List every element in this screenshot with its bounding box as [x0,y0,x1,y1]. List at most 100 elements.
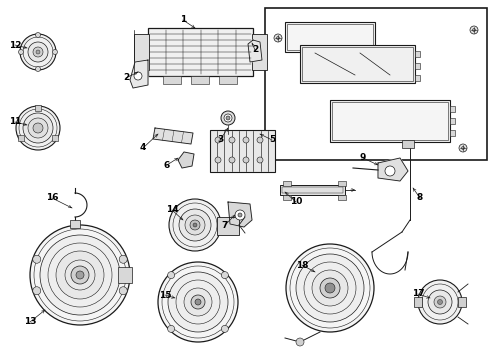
Circle shape [295,254,363,322]
Bar [70,220,80,228]
Polygon shape [178,152,194,168]
Bar [209,130,274,172]
Bar [449,106,454,112]
Text: 11: 11 [9,117,21,126]
Circle shape [433,296,445,308]
Polygon shape [227,202,251,227]
Bar [148,28,252,76]
Circle shape [257,157,263,163]
Polygon shape [247,40,262,62]
Bar [283,195,290,200]
Circle shape [36,67,41,72]
Bar [337,195,346,200]
Circle shape [119,255,127,263]
Circle shape [235,210,244,220]
Circle shape [469,26,477,34]
Text: 17: 17 [411,289,424,298]
Circle shape [276,37,279,39]
Circle shape [311,270,347,306]
Circle shape [384,166,394,176]
Bar [331,102,447,140]
Circle shape [56,251,104,299]
Circle shape [23,113,53,143]
Circle shape [134,72,142,80]
Circle shape [193,223,197,227]
Bar [414,75,419,81]
Circle shape [215,157,221,163]
Circle shape [417,280,461,324]
Text: 16: 16 [46,194,58,202]
Bar [283,181,290,186]
Bar [286,24,372,50]
Bar [118,267,132,283]
Bar [414,51,419,57]
Bar [329,100,449,142]
Bar [449,118,454,124]
Circle shape [243,157,248,163]
Circle shape [33,287,41,295]
Circle shape [76,271,84,279]
Text: 10: 10 [289,198,302,207]
Circle shape [471,28,474,31]
Bar [302,47,412,81]
Bar [134,34,149,70]
Circle shape [458,144,466,152]
Circle shape [215,137,221,143]
Circle shape [52,49,58,54]
Text: 2: 2 [251,45,258,54]
Text: 14: 14 [165,206,178,215]
Bar [251,34,266,70]
Circle shape [168,272,227,332]
Bar [337,181,346,186]
Text: 18: 18 [295,261,307,270]
Circle shape [427,290,451,314]
Circle shape [228,157,235,163]
Circle shape [33,255,41,263]
Circle shape [195,299,201,305]
Bar [191,76,208,84]
Bar [219,76,237,84]
Bar [285,22,374,52]
Circle shape [273,34,282,42]
Bar [18,135,23,141]
Circle shape [33,47,43,57]
Text: 6: 6 [163,161,170,170]
Bar [449,130,454,136]
Circle shape [167,325,174,332]
Bar [401,140,413,148]
Circle shape [36,32,41,37]
Text: 2: 2 [122,73,129,82]
Bar [264,8,486,160]
Circle shape [224,114,231,122]
Circle shape [225,116,229,120]
Circle shape [325,283,334,293]
Text: 12: 12 [9,40,21,49]
Circle shape [295,338,304,346]
Bar [52,135,58,141]
Polygon shape [153,128,193,144]
Circle shape [28,118,48,138]
Circle shape [30,225,130,325]
Text: 9: 9 [359,153,366,162]
Circle shape [257,137,263,143]
Circle shape [437,300,442,305]
Circle shape [191,295,204,309]
Circle shape [158,262,238,342]
Text: 5: 5 [268,135,275,144]
Circle shape [221,111,235,125]
Circle shape [28,42,48,62]
Bar [457,297,465,307]
Circle shape [71,266,89,284]
Circle shape [319,278,339,298]
Text: 4: 4 [140,144,146,153]
Circle shape [461,147,464,149]
Circle shape [119,287,127,295]
Bar [299,45,414,83]
Circle shape [285,244,373,332]
Bar [280,185,345,195]
Circle shape [228,137,235,143]
Bar [163,76,181,84]
Circle shape [19,49,23,54]
Circle shape [169,199,221,251]
Bar [414,63,419,69]
